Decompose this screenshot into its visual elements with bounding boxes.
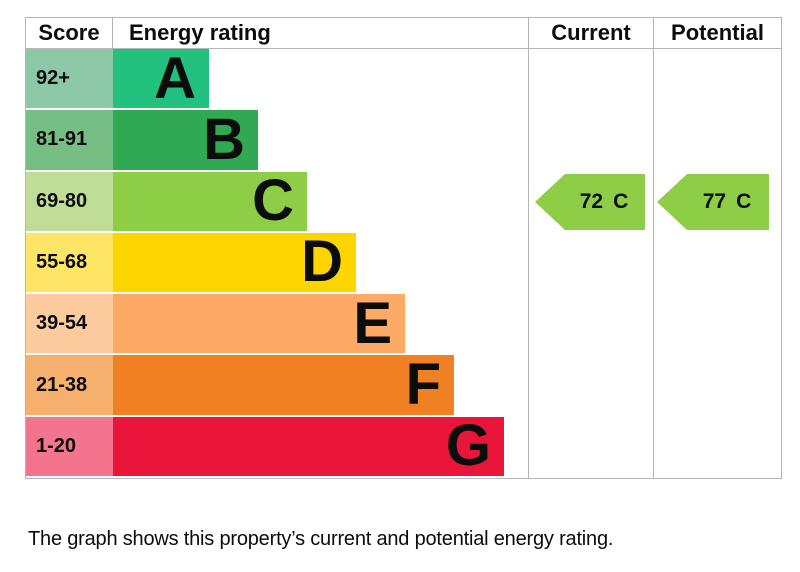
band-g-letter: G (445, 413, 491, 479)
current-column (528, 49, 653, 478)
current-column-header: Current (528, 18, 653, 49)
band-f-bar-cell: F (113, 352, 528, 418)
score-column-header: Score (26, 18, 113, 49)
band-d-bar-cell: D (113, 229, 528, 295)
band-c-bar: C (113, 168, 307, 234)
epc-rating-chart: Score Energy rating Current Potential 92… (25, 17, 782, 479)
band-c-bar-cell: C (113, 168, 528, 234)
band-g-bar-cell: G (113, 413, 528, 479)
energy-rating-column-header: Energy rating (113, 18, 528, 49)
band-b-score-range: 81-91 (26, 110, 113, 172)
band-f-letter: F (405, 352, 441, 418)
band-f-score-range: 21-38 (26, 355, 113, 417)
band-e-bar-cell: E (113, 290, 528, 356)
band-a-score-range: 92+ (26, 49, 113, 111)
band-e-score-range: 39-54 (26, 294, 113, 356)
potential-column (653, 49, 781, 478)
potential-rating-band: C (736, 190, 752, 213)
band-b-letter: B (203, 106, 245, 172)
potential-column-header: Potential (653, 18, 781, 49)
band-g-score-range: 1-20 (26, 416, 113, 478)
band-f-bar: F (113, 352, 454, 418)
potential-rating-value: 77 (702, 190, 727, 213)
band-g-bar: G (113, 413, 504, 479)
band-a-letter: A (154, 45, 196, 111)
band-a-bar-cell: A (113, 45, 528, 111)
band-b-bar: B (113, 106, 258, 172)
band-c-letter: C (252, 168, 294, 234)
band-d-bar: D (113, 229, 356, 295)
band-d-letter: D (301, 229, 343, 295)
band-c-score-range: 69-80 (26, 171, 113, 233)
chart-caption: The graph shows this property’s current … (28, 528, 614, 550)
current-rating-value: 72 (579, 190, 604, 213)
band-e-letter: E (353, 290, 392, 356)
band-b-bar-cell: B (113, 106, 528, 172)
band-e-bar: E (113, 290, 405, 356)
band-d-score-range: 55-68 (26, 232, 113, 295)
current-rating-band: C (613, 190, 629, 213)
band-a-bar: A (113, 45, 209, 111)
